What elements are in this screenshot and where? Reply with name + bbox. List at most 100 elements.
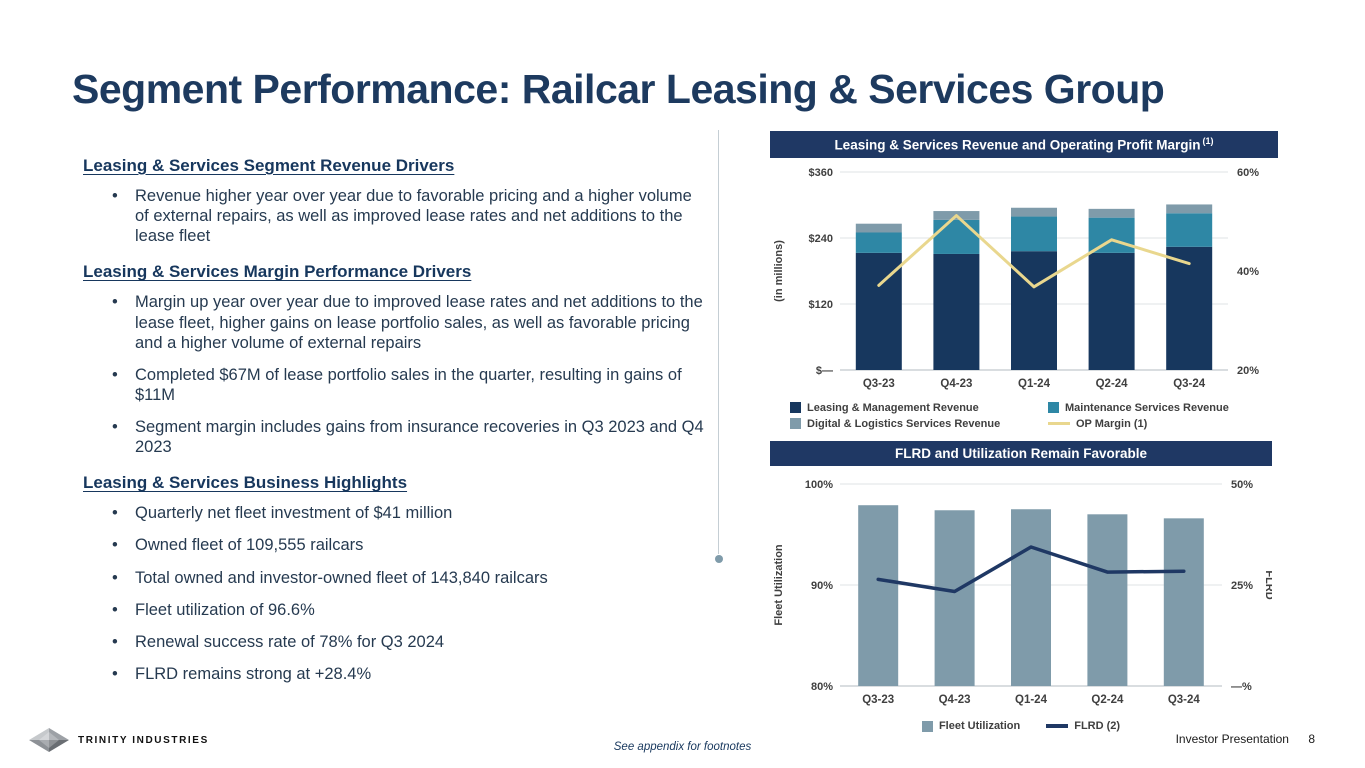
divider-dot xyxy=(714,555,723,563)
leasing-management-revenue-bar-segment xyxy=(1166,246,1213,370)
legend-swatch xyxy=(1048,402,1059,414)
right-axis-tick: 50% xyxy=(1231,479,1253,491)
right-axis-tick: —% xyxy=(1231,681,1252,693)
revenue-chart-title-footnote-marker: (1) xyxy=(1202,136,1214,146)
legend-swatch xyxy=(790,418,801,430)
revenue-chart-title-bar: Leasing & Services Revenue and Operating… xyxy=(770,131,1278,158)
legend-item-digital-logistics-services-revenue: Digital & Logistics Services Revenue xyxy=(790,418,1040,430)
left-axis-label: (in millions) xyxy=(773,239,785,301)
section-revenue-drivers: Leasing & Services Segment Revenue Drive… xyxy=(83,156,705,246)
footer-right: Investor Presentation 8 xyxy=(1176,732,1315,746)
left-axis-tick: 100% xyxy=(805,479,833,491)
fleet-utilization-bar-segment xyxy=(934,510,975,687)
left-axis-tick: $— xyxy=(816,365,833,377)
bullet-list: Quarterly net fleet investment of $41 mi… xyxy=(83,503,705,684)
right-axis-tick: 20% xyxy=(1237,365,1259,377)
category-label: Q3-23 xyxy=(863,378,895,390)
maintenance-services-revenue-bar-segment xyxy=(933,219,980,254)
bullet-item: Revenue higher year over year due to fav… xyxy=(83,186,705,246)
bullet-item: Completed $67M of lease portfolio sales … xyxy=(83,365,705,405)
legend-item-leasing-management-revenue: Leasing & Management Revenue xyxy=(790,402,1040,414)
digital-logistics-services-revenue-bar-segment xyxy=(1011,207,1057,217)
legend-item-op-margin-1: OP Margin (1) xyxy=(1048,418,1278,430)
flrd-chart-title: FLRD and Utilization Remain Favorable xyxy=(894,446,1148,461)
legend-line-marker xyxy=(1048,421,1070,426)
page-number: 8 xyxy=(1308,732,1315,746)
footnote-text: See appendix for footnotes xyxy=(613,741,752,753)
right-axis-tick: 25% xyxy=(1231,580,1253,592)
bullet-item: Fleet utilization of 96.6% xyxy=(83,600,705,620)
left-axis-tick: $240 xyxy=(809,233,833,245)
fleet-utilization-bar-segment xyxy=(858,505,899,687)
legend-label: Digital & Logistics Services Revenue xyxy=(807,417,1001,430)
fleet-utilization-bar-segment xyxy=(1087,514,1128,687)
page-title: Segment Performance: Railcar Leasing & S… xyxy=(72,66,1165,112)
flrd-2-line xyxy=(876,545,1186,594)
digital-logistics-services-revenue-bar-segment xyxy=(1166,204,1213,213)
left-axis-tick: 80% xyxy=(811,681,833,693)
flrd-utilization-chart: 100% 90% 80% 50% 25% —% Fleet Utilization FLRD Q… xyxy=(773,479,1272,706)
category-label: Q1-24 xyxy=(1018,378,1051,390)
section-heading-business-highlights: Leasing & Services Business Highlights xyxy=(83,473,408,493)
digital-logistics-services-revenue-bar-segment xyxy=(1088,208,1135,218)
category-label: Q1-24 xyxy=(1015,694,1048,706)
legend-item-maintenance-services-revenue: Maintenance Services Revenue xyxy=(1048,402,1278,414)
bullet-item: FLRD remains strong at +28.4% xyxy=(83,664,705,684)
legend-item-flrd-2: FLRD (2) xyxy=(1046,720,1120,732)
right-axis-label: FLRD xyxy=(1263,571,1272,600)
revenue-chart-title: Leasing & Services Revenue and Operating… xyxy=(834,137,1201,153)
logo-text: TRINITY INDUSTRIES xyxy=(78,734,209,746)
flrd-utilization-chart-panel: FLRD and Utilization Remain Favorable 10… xyxy=(770,441,1272,732)
left-axis-tick: $120 xyxy=(809,299,833,311)
bullet-item: Owned fleet of 109,555 railcars xyxy=(83,535,705,555)
op-margin-1-line xyxy=(877,213,1191,289)
category-label: Q4-23 xyxy=(940,378,972,390)
right-axis-tick: 60% xyxy=(1237,167,1259,179)
bullet-item: Quarterly net fleet investment of $41 mi… xyxy=(83,503,705,523)
section-heading-revenue-drivers: Leasing & Services Segment Revenue Drive… xyxy=(83,156,455,175)
category-label: Q4-23 xyxy=(939,694,971,706)
legend-label: Maintenance Services Revenue xyxy=(1065,401,1229,414)
revenue-op-margin-chart: $360 $240 $120 $— 60% 40% 20% (in millions) Q3-2… xyxy=(773,167,1259,390)
category-label: Q2-24 xyxy=(1091,694,1124,706)
section-margin-drivers: Leasing & Services Margin Performance Dr… xyxy=(83,262,705,457)
flrd-chart-body: 100% 90% 80% 50% 25% —% Fleet Utilization FLRD Q… xyxy=(770,466,1272,716)
category-label: Q3-23 xyxy=(862,694,894,706)
legend-line-marker xyxy=(1046,724,1069,728)
legend-item-fleet-utilization: Fleet Utilization xyxy=(921,720,1020,732)
fleet-utilization-bar-segment xyxy=(1011,509,1051,687)
revenue-chart-legend: Leasing & Management Revenue Maintenance … xyxy=(790,402,1278,430)
divider-line xyxy=(714,130,723,563)
legend-label: Leasing & Management Revenue xyxy=(807,401,979,414)
left-axis-label: Fleet Utilization xyxy=(773,544,785,626)
fleet-utilization-bar-segment xyxy=(1163,518,1204,687)
flrd-chart-title-bar: FLRD and Utilization Remain Favorable xyxy=(770,441,1272,467)
trinity-diamond-logo-icon xyxy=(29,728,69,752)
legend-label: OP Margin (1) xyxy=(1076,417,1148,430)
flrd-chart-legend: Fleet Utilization FLRD (2) xyxy=(770,720,1272,732)
left-axis-tick: 90% xyxy=(811,580,833,592)
maintenance-services-revenue-bar-segment xyxy=(855,232,902,253)
revenue-chart-body: $360 $240 $120 $— 60% 40% 20% (in millions) Q3-2… xyxy=(770,158,1278,398)
revenue-op-margin-chart-panel: Leasing & Services Revenue and Operating… xyxy=(770,131,1278,430)
left-axis-tick: $360 xyxy=(809,167,833,179)
bullet-list: Margin up year over year due to improved… xyxy=(83,292,705,457)
leasing-management-revenue-bar-segment xyxy=(1011,250,1057,370)
legend-swatch xyxy=(790,402,801,414)
legend-swatch xyxy=(921,720,933,732)
digital-logistics-services-revenue-bar-segment xyxy=(855,223,902,233)
presentation-label: Investor Presentation xyxy=(1175,732,1289,746)
category-label: Q3-24 xyxy=(1168,694,1201,706)
category-label: Q3-24 xyxy=(1173,378,1206,390)
section-heading-margin-drivers: Leasing & Services Margin Performance Dr… xyxy=(83,262,472,282)
bullet-item: Segment margin includes gains from insur… xyxy=(83,417,705,457)
bullet-item: Total owned and investor-owned fleet of … xyxy=(83,568,705,588)
leasing-management-revenue-bar-segment xyxy=(1088,252,1135,370)
category-label: Q2-24 xyxy=(1096,378,1129,390)
company-logo: TRINITY INDUSTRIES xyxy=(28,727,209,753)
bullet-list: Revenue higher year over year due to fav… xyxy=(83,186,705,246)
maintenance-services-revenue-bar-segment xyxy=(1166,212,1213,247)
leasing-management-revenue-bar-segment xyxy=(933,253,980,370)
section-business-highlights: Leasing & Services Business Highlights Q… xyxy=(83,473,705,684)
right-axis-tick: 40% xyxy=(1237,266,1259,278)
